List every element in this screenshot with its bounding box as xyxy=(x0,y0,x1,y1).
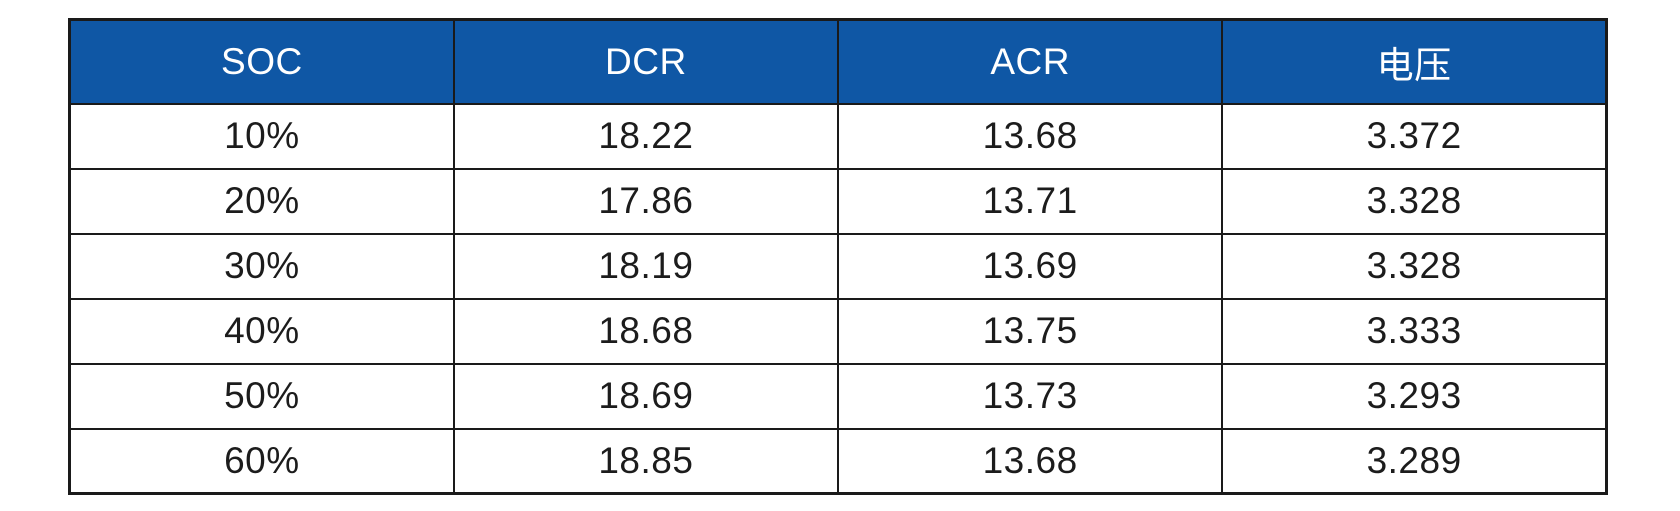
cell-acr: 13.68 xyxy=(836,427,1224,495)
cell-voltage: 3.372 xyxy=(1221,102,1608,170)
cell-dcr: 18.69 xyxy=(452,362,840,430)
cell-soc: 20% xyxy=(68,167,455,235)
table-body: 10% 18.22 13.68 3.372 20% 17.86 13.71 3.… xyxy=(68,102,1608,495)
table-row: 10% 18.22 13.68 3.372 xyxy=(68,102,1608,170)
cell-soc: 10% xyxy=(68,102,455,170)
cell-soc: 30% xyxy=(68,232,455,300)
table-row: 60% 18.85 13.68 3.289 xyxy=(68,427,1608,495)
cell-dcr: 18.68 xyxy=(452,297,840,365)
cell-soc: 60% xyxy=(68,427,455,495)
column-header-dcr: DCR xyxy=(452,18,840,105)
column-header-acr: ACR xyxy=(836,18,1224,105)
column-header-voltage: 电压 xyxy=(1221,18,1608,105)
table-header-row: SOC DCR ACR 电压 xyxy=(68,18,1608,105)
cell-dcr: 18.22 xyxy=(452,102,840,170)
table-row: 20% 17.86 13.71 3.328 xyxy=(68,167,1608,235)
column-header-soc: SOC xyxy=(68,18,455,105)
data-table-container: SOC DCR ACR 电压 10% 18.22 13.68 3.372 20%… xyxy=(68,18,1608,495)
cell-soc: 50% xyxy=(68,362,455,430)
cell-acr: 13.68 xyxy=(836,102,1224,170)
cell-voltage: 3.328 xyxy=(1221,232,1608,300)
cell-voltage: 3.293 xyxy=(1221,362,1608,430)
cell-voltage: 3.328 xyxy=(1221,167,1608,235)
cell-voltage: 3.333 xyxy=(1221,297,1608,365)
table-row: 50% 18.69 13.73 3.293 xyxy=(68,362,1608,430)
soc-measurement-table: SOC DCR ACR 电压 10% 18.22 13.68 3.372 20%… xyxy=(68,18,1608,495)
cell-soc: 40% xyxy=(68,297,455,365)
table-row: 30% 18.19 13.69 3.328 xyxy=(68,232,1608,300)
cell-acr: 13.69 xyxy=(836,232,1224,300)
table-header: SOC DCR ACR 电压 xyxy=(68,18,1608,105)
cell-acr: 13.73 xyxy=(836,362,1224,430)
cell-dcr: 17.86 xyxy=(452,167,840,235)
cell-voltage: 3.289 xyxy=(1221,427,1608,495)
cell-acr: 13.75 xyxy=(836,297,1224,365)
cell-acr: 13.71 xyxy=(836,167,1224,235)
table-row: 40% 18.68 13.75 3.333 xyxy=(68,297,1608,365)
cell-dcr: 18.19 xyxy=(452,232,840,300)
cell-dcr: 18.85 xyxy=(452,427,840,495)
